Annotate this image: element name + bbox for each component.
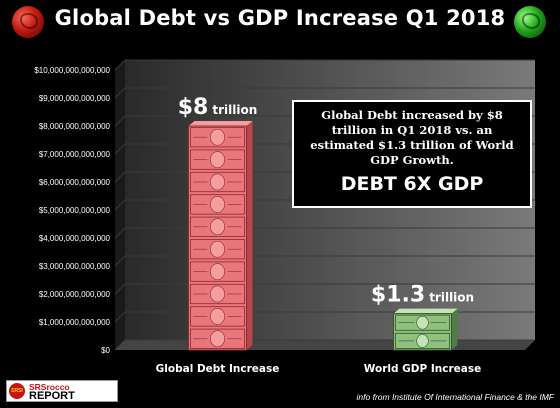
plot-floor <box>115 340 535 350</box>
bill-outline <box>190 306 245 327</box>
bar-side <box>246 121 253 350</box>
bill-outline <box>190 149 245 170</box>
bill-portrait <box>210 218 225 236</box>
globe-red-icon <box>12 6 44 38</box>
callout-text: Global Debt increased by $8 trillion in … <box>310 108 514 167</box>
bar-2 <box>393 308 458 351</box>
source-note: info from Institute Of International Fin… <box>356 392 554 402</box>
value-label-unit: trillion <box>212 103 257 117</box>
y-tick-label: $4,000,000,000,000 <box>39 234 111 243</box>
x-tick-label: Global Debt Increase <box>156 363 280 375</box>
bill-outline <box>395 314 450 331</box>
bill-outline <box>190 127 245 148</box>
gridline <box>114 255 535 267</box>
logo-top-text: SRSrocco <box>29 382 70 392</box>
chart-title: Global Debt vs GDP Increase Q1 2018 <box>54 6 506 30</box>
bill-portrait <box>210 128 225 146</box>
bill-portrait <box>210 308 225 325</box>
logo-badge: SRSI <box>9 383 25 399</box>
bill-outline <box>190 328 245 349</box>
bill-portrait <box>210 196 225 213</box>
bill-outline <box>190 239 245 260</box>
value-label: $8 trillion <box>178 95 258 120</box>
bill-portrait <box>210 151 225 168</box>
bill-portrait <box>210 263 225 280</box>
y-tick-label: $7,000,000,000,000 <box>39 150 111 159</box>
bill-outline <box>395 332 450 349</box>
y-tick-label: $0 <box>101 346 110 355</box>
bill-portrait <box>210 330 225 348</box>
value-label-amount: $8 <box>178 95 209 120</box>
gridline <box>114 59 535 71</box>
bill-portrait <box>416 315 429 330</box>
bill-portrait <box>210 173 225 191</box>
bar-side <box>451 308 458 350</box>
globe-green-icon <box>514 6 546 38</box>
gridline <box>114 283 535 295</box>
y-tick-label: $10,000,000,000,000 <box>34 66 110 75</box>
y-tick-label: $3,000,000,000,000 <box>39 262 111 271</box>
callout-box: Global Debt increased by $8 trillion in … <box>292 100 532 208</box>
bill-portrait <box>210 285 225 303</box>
x-tick-label: World GDP Increase <box>364 363 481 375</box>
y-tick-label: $1,000,000,000,000 <box>39 318 111 327</box>
bill-outline <box>190 194 245 215</box>
value-label-amount: $1.3 <box>371 283 425 308</box>
bill-outline <box>190 261 245 282</box>
y-tick-label: $2,000,000,000,000 <box>39 290 111 299</box>
y-tick-label: $6,000,000,000,000 <box>39 178 111 187</box>
value-label: $1.3 trillion <box>371 283 474 308</box>
bill-outline <box>190 171 245 193</box>
bar-top <box>393 308 458 314</box>
y-tick-label: $9,000,000,000,000 <box>39 94 111 103</box>
bill-outline <box>190 283 245 305</box>
srsrocco-logo: SRSI SRSrocco REPORT <box>6 380 118 402</box>
bill-portrait <box>416 334 429 348</box>
gridline <box>114 87 535 99</box>
y-tick-label: $5,000,000,000,000 <box>39 206 111 215</box>
bar-top <box>188 121 253 126</box>
value-label-unit: trillion <box>429 291 474 305</box>
y-tick-label: $8,000,000,000,000 <box>39 122 111 131</box>
gridline <box>114 227 535 239</box>
callout-emphasis: DEBT 6X GDP <box>340 173 484 195</box>
bar-1 <box>188 121 253 351</box>
logo-bottom-text: REPORT <box>29 390 75 402</box>
bill-outline <box>190 216 245 237</box>
bill-portrait <box>210 240 225 258</box>
